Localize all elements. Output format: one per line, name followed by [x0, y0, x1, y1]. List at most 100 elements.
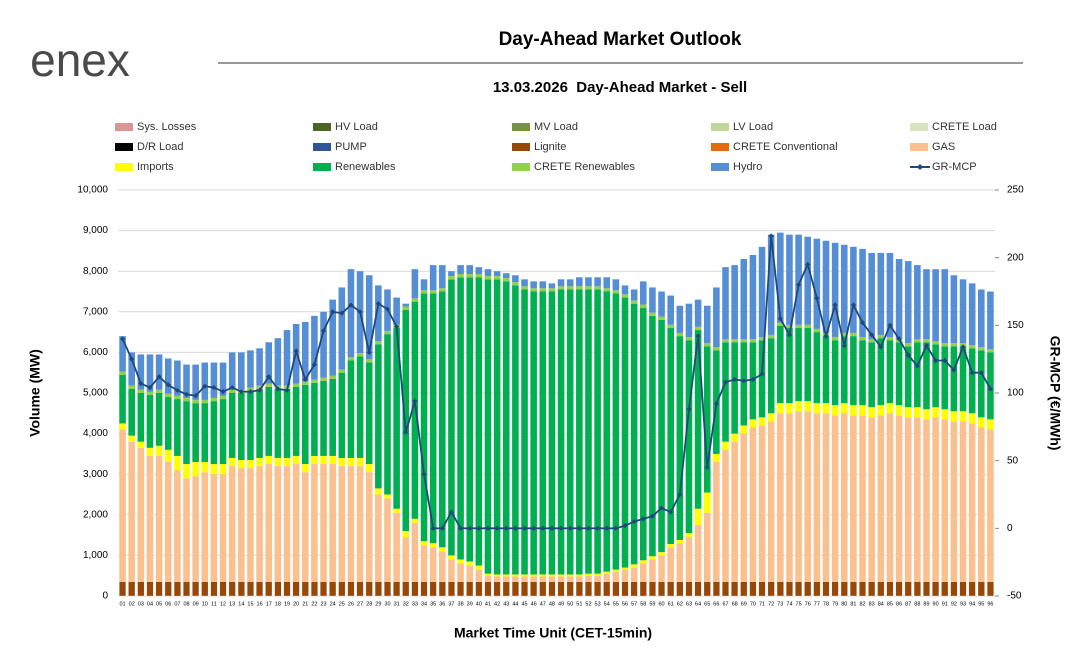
bar-segment	[238, 393, 245, 460]
bar-segment	[174, 395, 181, 400]
bar-segment	[502, 581, 510, 597]
x-tick-label: 71	[759, 601, 765, 607]
bar-segment	[420, 293, 428, 542]
bar-segment	[740, 339, 748, 343]
bar-segment	[566, 289, 574, 575]
x-tick-label: 47	[540, 601, 546, 607]
bar-segment	[393, 297, 400, 325]
bar-segment	[895, 342, 903, 406]
bar-segment	[329, 455, 336, 465]
legend-swatch	[313, 143, 331, 151]
line-marker	[658, 505, 665, 511]
line-marker	[832, 302, 838, 308]
line-series	[121, 235, 992, 530]
y-tick-label: 2,000	[83, 509, 108, 520]
x-tick-label: 67	[722, 601, 728, 607]
bar-segment	[859, 415, 866, 582]
line-marker	[302, 376, 308, 383]
bar-segment	[777, 413, 784, 582]
bar-segment	[457, 563, 464, 582]
bar-segment	[822, 413, 830, 582]
bar-segment	[713, 453, 720, 463]
bar-segment	[877, 405, 885, 416]
bar-segment	[521, 576, 528, 582]
y-axis-label: Volume (MW)	[27, 349, 43, 437]
bar-segment	[621, 567, 629, 570]
bar-segment	[146, 581, 154, 597]
bar-segment	[539, 574, 547, 577]
bar-segment	[777, 322, 784, 327]
bar-segment	[630, 564, 638, 568]
bar-segment	[676, 539, 684, 544]
bar-segment	[621, 569, 629, 582]
bar-segment	[475, 581, 483, 597]
bar-segment	[904, 581, 912, 597]
bar-segment	[448, 559, 455, 582]
bar-segment	[283, 466, 291, 582]
x-tick-label: 61	[668, 601, 674, 607]
bar-segment	[219, 362, 227, 396]
y-tick-label: 7,000	[83, 306, 108, 317]
line-marker	[467, 525, 473, 531]
bar-segment	[310, 581, 318, 597]
bar-segment	[566, 581, 574, 597]
bar-segment	[237, 581, 245, 597]
bar-segment	[429, 581, 437, 597]
bar-segment	[155, 389, 163, 393]
bar-segment	[411, 298, 419, 302]
bar-segment	[767, 421, 775, 582]
bar-segment	[484, 573, 492, 576]
bar-segment	[256, 348, 263, 386]
line-marker	[147, 384, 153, 391]
bar-segment	[950, 411, 958, 422]
bar-segment	[786, 328, 793, 404]
bar-segment	[978, 347, 985, 351]
bar-segment	[658, 581, 665, 597]
bar-segment	[411, 522, 419, 582]
bar-segment	[548, 283, 556, 289]
line-marker	[951, 367, 957, 373]
bar-segment	[649, 287, 656, 313]
line-marker	[759, 371, 765, 377]
bar-segment	[119, 429, 126, 582]
bar-segment	[429, 293, 437, 544]
bar-segment	[859, 336, 866, 341]
bar-segment	[758, 581, 766, 597]
x-axis-label: Market Time Unit (CET-15min)	[454, 625, 652, 641]
bar-segment	[356, 353, 364, 357]
legend-swatch	[313, 163, 331, 171]
x-tick-label: 21	[302, 601, 308, 607]
bar-segment	[813, 238, 821, 329]
y-tick-label: 1,000	[83, 550, 108, 561]
bar-segment	[283, 330, 291, 386]
bar-segment	[320, 377, 327, 381]
bar-segment	[420, 279, 428, 291]
legend-label: PUMP	[335, 141, 367, 153]
bar-segment	[128, 385, 135, 389]
x-tick-label: 70	[750, 601, 756, 607]
bar-segment	[557, 289, 565, 575]
legend-swatch	[711, 123, 729, 131]
bar-segment	[978, 350, 985, 418]
bar-segment	[265, 342, 273, 384]
bar-segment	[511, 581, 519, 597]
bar-segment	[978, 289, 985, 348]
bar-segment	[384, 581, 391, 597]
line-marker	[585, 525, 592, 531]
x-tick-label: 50	[567, 601, 573, 607]
bar-segment	[786, 581, 793, 597]
x-tick-label: 76	[805, 601, 811, 607]
x-tick-label: 63	[686, 601, 692, 607]
bar-segment	[347, 357, 355, 361]
x-tick-label: 26	[348, 601, 354, 607]
bar-segment	[548, 291, 556, 575]
bar-segment	[292, 455, 300, 465]
bar-segment	[703, 346, 711, 493]
bar-segment	[566, 574, 574, 577]
bar-segment	[420, 290, 428, 294]
bar-segment	[566, 279, 574, 287]
bar-segment	[192, 403, 199, 463]
bar-segment	[667, 328, 674, 545]
legend-swatch	[115, 163, 133, 171]
bar-segment	[941, 409, 949, 420]
